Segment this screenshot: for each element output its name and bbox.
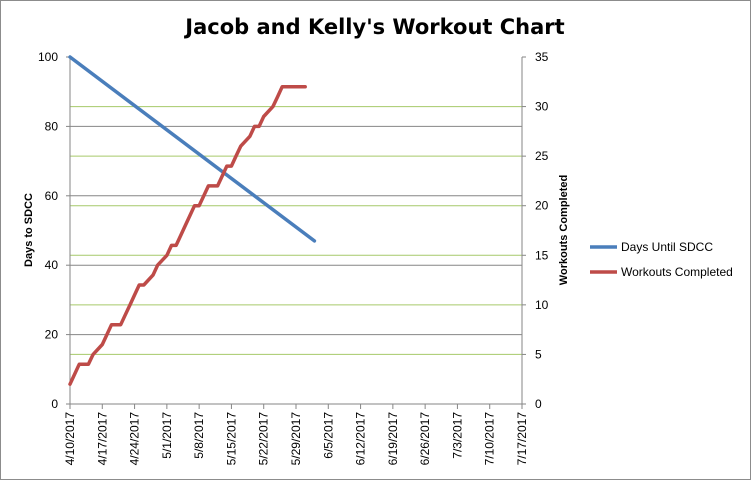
x-tick-label: 5/22/2017 <box>257 412 271 466</box>
right-tick-label: 25 <box>535 149 549 163</box>
x-tick-label: 4/24/2017 <box>128 412 142 466</box>
x-tick-label: 6/12/2017 <box>354 412 368 466</box>
legend: Days Until SDCC Workouts Completed <box>590 240 733 279</box>
x-tick-label: 4/17/2017 <box>95 412 109 466</box>
x-tick-label: 5/29/2017 <box>289 412 303 466</box>
chart-title: Jacob and Kelly's Workout Chart <box>183 15 564 39</box>
x-tick-label: 6/19/2017 <box>386 412 400 466</box>
x-tick-label: 5/1/2017 <box>160 412 174 459</box>
right-tick-label: 10 <box>535 298 549 312</box>
tick-labels-layer: 0 20 40 60 80 100 0 5 10 15 20 25 30 35 4/10/2017 4/17/… <box>38 50 549 465</box>
right-tick-label: 20 <box>535 199 549 213</box>
left-tick-label: 80 <box>45 119 59 133</box>
x-tick-label: 7/10/2017 <box>483 412 497 466</box>
right-axis-label: Workouts Completed <box>558 175 570 285</box>
right-tick-label: 0 <box>535 397 542 411</box>
series-layer <box>68 55 317 386</box>
right-tick-label: 15 <box>535 248 549 262</box>
right-tick-label: 35 <box>535 50 549 64</box>
x-tick-label: 5/15/2017 <box>224 412 238 466</box>
x-tick-label: 4/10/2017 <box>63 412 77 466</box>
left-tick-label: 20 <box>45 328 59 342</box>
x-tick-label: 7/17/2017 <box>515 412 529 466</box>
legend-label-1: Days Until SDCC <box>621 240 713 254</box>
series-line-2 <box>68 84 307 386</box>
legend-label-2: Workouts Completed <box>621 265 733 279</box>
x-tick-label: 5/8/2017 <box>192 412 206 459</box>
left-tick-label: 100 <box>38 50 58 64</box>
x-tick-label: 7/3/2017 <box>450 412 464 459</box>
x-tick-label: 6/5/2017 <box>321 412 335 459</box>
series-line-1 <box>68 55 317 243</box>
left-tick-label: 0 <box>51 397 58 411</box>
axes-layer <box>66 56 526 409</box>
right-tick-label: 30 <box>535 100 549 114</box>
right-tick-label: 5 <box>535 347 542 361</box>
left-tick-label: 40 <box>45 258 59 272</box>
left-tick-label: 60 <box>45 189 59 203</box>
left-axis-label: Days to SDCC <box>23 193 35 267</box>
x-tick-label: 6/26/2017 <box>418 412 432 466</box>
grid-layer <box>70 106 522 355</box>
